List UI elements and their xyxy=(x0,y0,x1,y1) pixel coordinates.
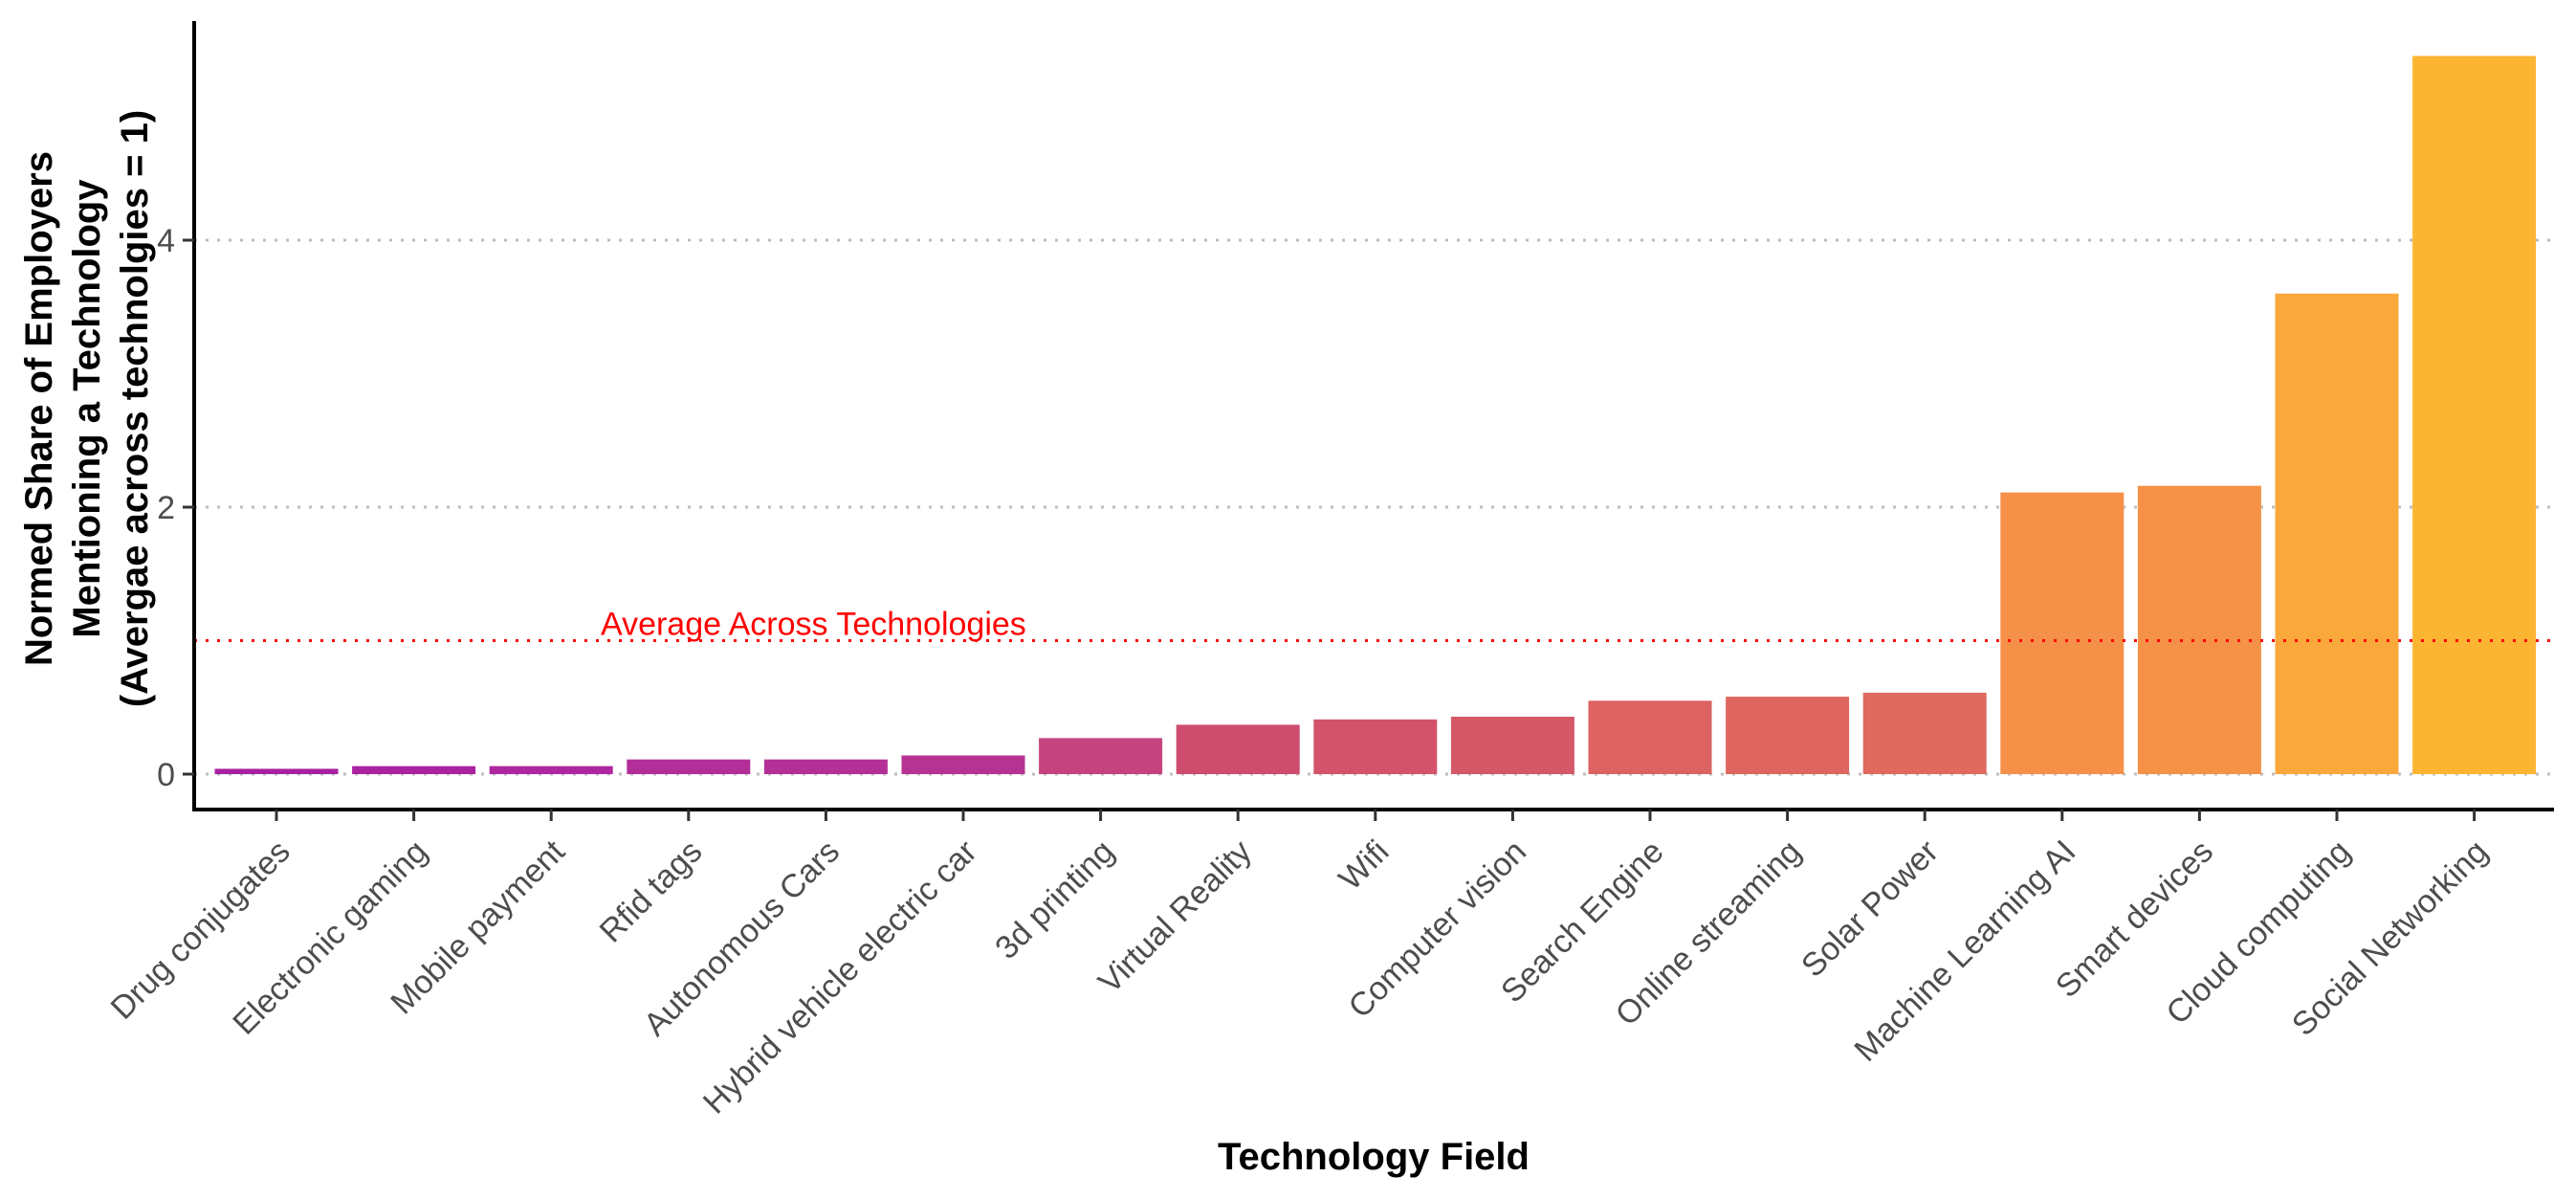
x-tick-label: Wifi xyxy=(1332,833,1397,898)
y-tick-label: 0 xyxy=(157,757,175,793)
x-tick-label: Hybrid vehicle electric car xyxy=(696,833,984,1121)
bar xyxy=(1039,738,1163,774)
x-tick-label: Rfid tags xyxy=(593,833,710,950)
bar xyxy=(2137,485,2261,774)
bar xyxy=(627,759,751,774)
bar xyxy=(489,766,613,774)
bars xyxy=(214,56,2537,775)
y-axis-title-line-2: Mentioning a Technology xyxy=(66,179,108,638)
bar xyxy=(2412,56,2537,775)
x-tick-label: Machine Learning AI xyxy=(1847,833,2082,1069)
y-axis-title-line-1: Normed Share of Employers xyxy=(18,151,60,666)
bar xyxy=(1862,692,1987,774)
bar xyxy=(901,755,1025,774)
reference-line-group: Average Across Technologies xyxy=(194,607,2554,643)
bar xyxy=(2275,293,2399,774)
x-tick-label: 3d printing xyxy=(988,833,1121,966)
y-axis-title: Normed Share of Employers Mentioning a T… xyxy=(18,110,156,707)
bar xyxy=(1176,724,1300,774)
x-tick-label: Solar Power xyxy=(1794,833,1946,985)
bar xyxy=(1588,700,1712,774)
bar xyxy=(1726,697,1850,774)
x-axis-title: Technology Field xyxy=(1218,1136,1530,1178)
y-tick-label: 2 xyxy=(157,490,175,526)
bar xyxy=(1450,717,1574,774)
bar xyxy=(352,766,476,774)
bar xyxy=(763,759,888,774)
bar xyxy=(214,768,339,774)
y-axis-title-line-3: (Avergae across technolgies = 1) xyxy=(114,110,156,707)
y-tick-label: 4 xyxy=(157,223,175,259)
bar xyxy=(2000,492,2125,774)
axes xyxy=(192,21,2554,811)
average-reference-label: Average Across Technologies xyxy=(601,607,1026,643)
y-ticks: 0 2 4 xyxy=(157,223,194,793)
bar xyxy=(1313,719,1438,774)
